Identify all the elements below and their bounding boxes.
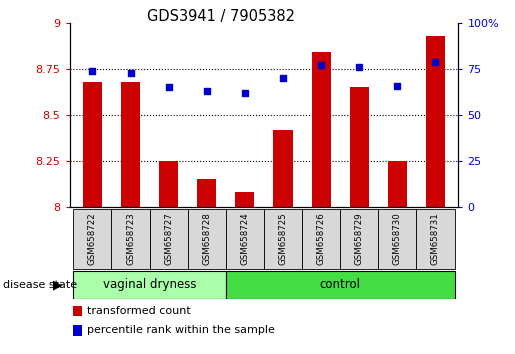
Text: GSM658723: GSM658723 xyxy=(126,212,135,266)
FancyBboxPatch shape xyxy=(111,209,149,269)
Text: GSM658728: GSM658728 xyxy=(202,212,211,266)
FancyBboxPatch shape xyxy=(302,209,340,269)
Text: disease state: disease state xyxy=(3,280,77,290)
Bar xyxy=(121,82,140,207)
Bar xyxy=(388,161,407,207)
Text: ▶: ▶ xyxy=(53,278,63,291)
FancyBboxPatch shape xyxy=(226,271,455,298)
Point xyxy=(432,59,440,64)
Bar xyxy=(74,325,82,336)
Text: GSM658730: GSM658730 xyxy=(393,212,402,266)
Bar xyxy=(74,306,82,316)
Bar xyxy=(273,130,293,207)
Point xyxy=(393,83,402,88)
Text: GSM658724: GSM658724 xyxy=(241,212,249,266)
FancyBboxPatch shape xyxy=(417,209,455,269)
FancyBboxPatch shape xyxy=(379,209,417,269)
Point xyxy=(88,68,96,74)
Text: GSM658725: GSM658725 xyxy=(279,212,287,266)
FancyBboxPatch shape xyxy=(73,209,111,269)
Point xyxy=(126,70,134,75)
Point xyxy=(202,88,211,94)
Point xyxy=(164,85,173,90)
FancyBboxPatch shape xyxy=(73,271,226,298)
Point xyxy=(241,90,249,96)
Text: control: control xyxy=(320,278,360,291)
Bar xyxy=(235,192,254,207)
FancyBboxPatch shape xyxy=(264,209,302,269)
Bar xyxy=(197,179,216,207)
Text: transformed count: transformed count xyxy=(87,306,191,316)
FancyBboxPatch shape xyxy=(340,209,379,269)
Text: GSM658731: GSM658731 xyxy=(431,212,440,266)
Point xyxy=(279,75,287,81)
Bar xyxy=(312,52,331,207)
Text: GSM658727: GSM658727 xyxy=(164,212,173,266)
FancyBboxPatch shape xyxy=(187,209,226,269)
Text: vaginal dryness: vaginal dryness xyxy=(103,278,196,291)
Point xyxy=(355,64,364,70)
Text: GSM658726: GSM658726 xyxy=(317,212,325,266)
Text: GDS3941 / 7905382: GDS3941 / 7905382 xyxy=(147,9,296,24)
FancyBboxPatch shape xyxy=(149,209,187,269)
Bar xyxy=(159,161,178,207)
Text: GSM658729: GSM658729 xyxy=(355,213,364,265)
Text: percentile rank within the sample: percentile rank within the sample xyxy=(87,325,275,336)
Bar xyxy=(426,36,445,207)
Point xyxy=(317,63,325,68)
Bar xyxy=(350,87,369,207)
Bar xyxy=(83,82,102,207)
FancyBboxPatch shape xyxy=(226,209,264,269)
Text: GSM658722: GSM658722 xyxy=(88,212,97,266)
